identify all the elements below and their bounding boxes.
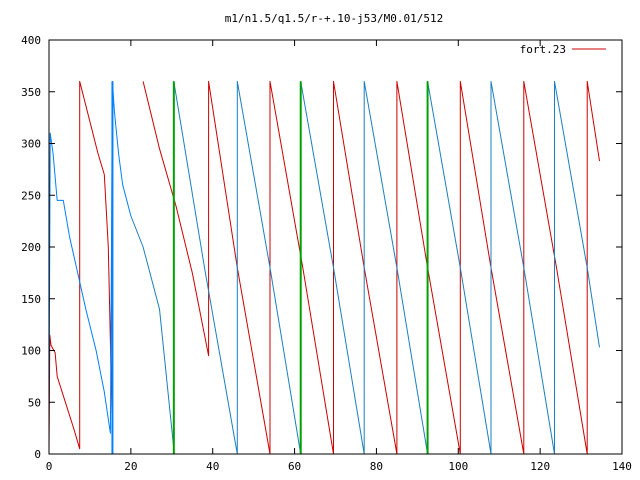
legend-label: fort.23 [520, 43, 566, 56]
y-tick-label: 250 [21, 189, 41, 202]
legend: fort.23 [520, 43, 606, 56]
y-tick-label: 150 [21, 293, 41, 306]
x-tick-label: 0 [46, 460, 53, 473]
series-line-1-0 [48, 80, 132, 434]
x-tick-label: 120 [530, 460, 550, 473]
x-tick-label: 60 [288, 460, 301, 473]
chart-title: m1/n1.5/q1.5/r-+.10-j53/M0.01/512 [225, 12, 444, 25]
y-tick-label: 350 [21, 86, 41, 99]
x-tick-label: 40 [206, 460, 219, 473]
series-layer [48, 80, 600, 455]
y-tick-label: 300 [21, 138, 41, 151]
y-tick-label: 400 [21, 34, 41, 47]
x-tick-label: 20 [124, 460, 137, 473]
x-tick-label: 140 [612, 460, 632, 473]
axis-layer: 0 50 100 150 200 250 300 350 400 0 20 40 60 80 100 120 1… [21, 34, 632, 473]
y-tick-label: 200 [21, 241, 41, 254]
y-tick-label: 50 [28, 396, 41, 409]
y-tick-label: 0 [34, 448, 41, 461]
series-line-0-0 [48, 80, 113, 455]
y-tick-label: 100 [21, 345, 41, 358]
x-tick-label: 80 [370, 460, 383, 473]
x-tick-label: 100 [448, 460, 468, 473]
